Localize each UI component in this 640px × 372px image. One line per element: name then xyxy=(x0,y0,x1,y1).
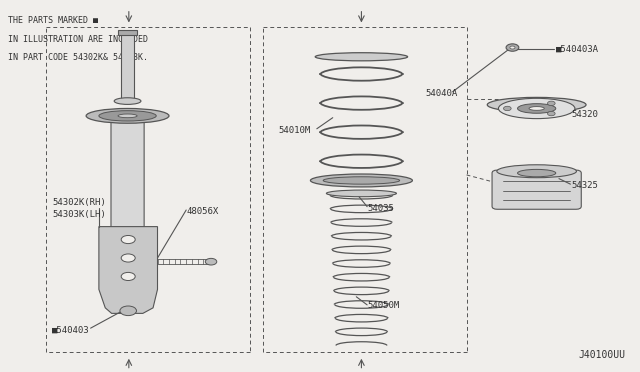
Ellipse shape xyxy=(497,165,577,178)
Circle shape xyxy=(510,46,515,49)
Text: 54050M: 54050M xyxy=(368,301,400,311)
Ellipse shape xyxy=(518,104,556,113)
Circle shape xyxy=(547,101,555,106)
Ellipse shape xyxy=(118,114,137,118)
Ellipse shape xyxy=(499,98,575,119)
Circle shape xyxy=(547,111,555,116)
Circle shape xyxy=(205,259,217,265)
Text: 54040A: 54040A xyxy=(425,89,458,98)
Ellipse shape xyxy=(326,190,396,197)
Text: ■540403: ■540403 xyxy=(52,326,90,334)
Circle shape xyxy=(120,306,136,315)
Text: IN PART CODE 54302K& 54303K.: IN PART CODE 54302K& 54303K. xyxy=(8,53,148,62)
Text: THE PARTS MARKED ■: THE PARTS MARKED ■ xyxy=(8,16,98,25)
Circle shape xyxy=(121,272,135,280)
Bar xyxy=(118,30,137,35)
Polygon shape xyxy=(99,227,157,313)
Ellipse shape xyxy=(310,174,412,187)
Text: IN ILLUSTRATION ARE INCLUDED: IN ILLUSTRATION ARE INCLUDED xyxy=(8,35,148,44)
Text: ■540403A: ■540403A xyxy=(556,45,599,54)
Ellipse shape xyxy=(86,109,169,123)
Text: 48056X: 48056X xyxy=(186,207,218,217)
Circle shape xyxy=(504,106,511,111)
Ellipse shape xyxy=(114,98,141,105)
Circle shape xyxy=(121,254,135,262)
Circle shape xyxy=(506,44,519,51)
Text: J40100UU: J40100UU xyxy=(579,350,626,359)
Text: 54010M: 54010M xyxy=(278,126,311,135)
Ellipse shape xyxy=(316,53,408,61)
FancyBboxPatch shape xyxy=(111,115,144,235)
FancyBboxPatch shape xyxy=(492,170,581,209)
Ellipse shape xyxy=(529,107,544,110)
Bar xyxy=(121,33,134,101)
Ellipse shape xyxy=(487,97,586,112)
Text: 54035: 54035 xyxy=(368,203,395,213)
Text: 54320: 54320 xyxy=(572,109,598,119)
Ellipse shape xyxy=(99,111,156,121)
Text: 54325: 54325 xyxy=(572,182,598,190)
Ellipse shape xyxy=(518,169,556,177)
Circle shape xyxy=(121,235,135,244)
Text: 54302K(RH)
54303K(LH): 54302K(RH) 54303K(LH) xyxy=(52,198,106,219)
Ellipse shape xyxy=(323,177,399,184)
